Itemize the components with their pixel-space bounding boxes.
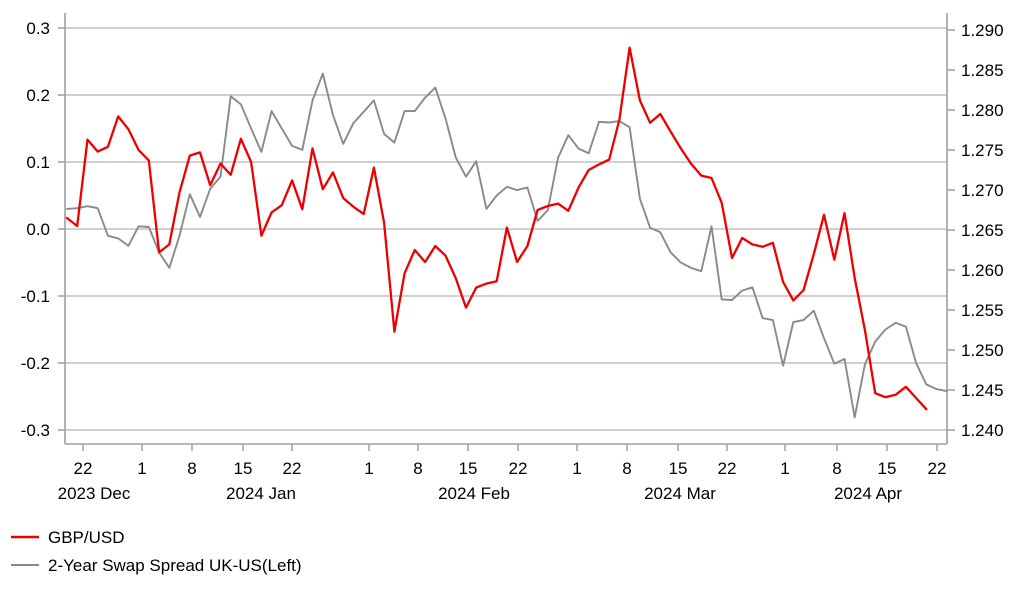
x-axis-day-label: 22 <box>509 459 528 478</box>
x-axis-month-label: 2024 Apr <box>834 484 902 503</box>
left-axis-label: 0.0 <box>26 220 50 239</box>
gbpusd-series-line <box>65 46 928 411</box>
left-axis-label: -0.3 <box>21 421 50 440</box>
left-axis-label: 0.3 <box>26 19 50 38</box>
x-axis-day-label: 1 <box>572 459 581 478</box>
x-axis-month-label: 2024 Jan <box>226 484 296 503</box>
right-axis-label: 1.275 <box>961 141 1004 160</box>
left-axis-label: -0.2 <box>21 354 50 373</box>
x-axis-day-label: 8 <box>832 459 841 478</box>
x-axis-day-label: 15 <box>459 459 478 478</box>
x-axis-day-label: 1 <box>137 459 146 478</box>
x-axis-day-label: 15 <box>669 459 688 478</box>
x-axis-day-label: 22 <box>283 459 302 478</box>
legend: GBP/USD 2-Year Swap Spread UK-US(Left) <box>10 523 302 579</box>
right-axis-label: 1.280 <box>961 101 1004 120</box>
x-axis-day-label: 8 <box>187 459 196 478</box>
x-axis-day-label: 8 <box>413 459 422 478</box>
right-axis-label: 1.240 <box>961 421 1004 440</box>
x-axis-day-label: 1 <box>364 459 373 478</box>
legend-item-gbpusd: GBP/USD <box>10 523 302 551</box>
left-axis-label: 0.2 <box>26 86 50 105</box>
x-axis-month-label: 2024 Mar <box>644 484 716 503</box>
left-axis-label: 0.1 <box>26 153 50 172</box>
right-axis-label: 1.255 <box>961 301 1004 320</box>
legend-line-gbpusd <box>11 535 39 539</box>
legend-label-gbpusd: GBP/USD <box>48 527 125 547</box>
x-axis-month-label: 2024 Feb <box>438 484 510 503</box>
right-axis-label: 1.285 <box>961 61 1004 80</box>
x-axis-day-label: 8 <box>622 459 631 478</box>
right-axis-label: 1.245 <box>961 381 1004 400</box>
legend-item-swap-spread: 2-Year Swap Spread UK-US(Left) <box>10 551 302 579</box>
right-axis-label: 1.290 <box>961 21 1004 40</box>
x-axis-day-label: 15 <box>234 459 253 478</box>
legend-label-swap-spread: 2-Year Swap Spread UK-US(Left) <box>48 555 302 575</box>
swap-spread-series-line <box>66 72 948 419</box>
left-axis-label: -0.1 <box>21 287 50 306</box>
right-axis-label: 1.260 <box>961 261 1004 280</box>
right-axis-label: 1.270 <box>961 181 1004 200</box>
x-axis-month-label: 2023 Dec <box>58 484 131 503</box>
x-axis-day-label: 22 <box>74 459 93 478</box>
right-axis-label: 1.265 <box>961 221 1004 240</box>
legend-line-swap-spread <box>11 564 39 566</box>
x-axis-day-label: 15 <box>878 459 897 478</box>
right-axis-label: 1.250 <box>961 341 1004 360</box>
x-axis-day-label: 22 <box>928 459 947 478</box>
x-axis-day-label: 1 <box>780 459 789 478</box>
x-axis-day-label: 22 <box>718 459 737 478</box>
